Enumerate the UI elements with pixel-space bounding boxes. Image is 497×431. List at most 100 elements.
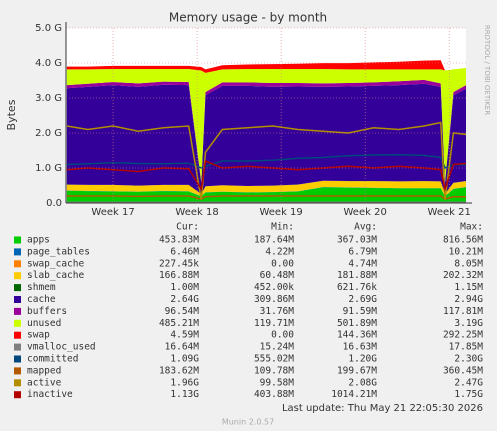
legend-entry: swap_cache: [27, 258, 84, 269]
table-cell: 501.89M: [337, 318, 377, 329]
legend-entry: unused: [27, 318, 61, 329]
table-cell: 403.88M: [254, 389, 294, 400]
table-cell: 360.45M: [443, 365, 483, 376]
table-cell: 96.54M: [165, 306, 200, 317]
table-cell: 10.21M: [449, 246, 484, 257]
legend-swatch: [14, 319, 21, 327]
area: [66, 67, 467, 183]
table-cell: 202.32M: [443, 270, 483, 281]
table-cell: 0.00: [271, 258, 294, 269]
y-tick-label: 2.0 G: [35, 128, 62, 139]
legend-entry: vmalloc_used: [27, 342, 96, 353]
table-cell: 2.47G: [454, 377, 483, 388]
table-cell: 117.81M: [443, 306, 483, 317]
footer: Munin 2.0.57: [222, 418, 274, 427]
table-cell: 1.75G: [454, 389, 483, 400]
table-cell: 31.76M: [260, 306, 295, 317]
table-cell: 292.25M: [443, 330, 483, 341]
table-cell: 119.71M: [254, 318, 294, 329]
table-cell: 8.05M: [454, 258, 483, 269]
legend-swatch: [14, 331, 21, 339]
x-tick-label: Week 18: [175, 207, 218, 218]
legend-swatch: [14, 236, 21, 244]
legend-swatch: [14, 355, 21, 363]
table-cell: 91.59M: [343, 306, 378, 317]
legend-entry: apps: [27, 235, 50, 246]
table-cell: 17.85M: [449, 342, 484, 353]
table-cell: 15.24M: [260, 342, 295, 353]
table-cell: 99.58M: [260, 377, 295, 388]
table-cell: 816.56M: [443, 235, 483, 246]
table-cell: 166.88M: [159, 270, 199, 281]
table-cell: 6.46M: [170, 246, 199, 257]
legend-swatch: [14, 367, 21, 375]
y-tick-label: 3.0 G: [35, 93, 62, 104]
table-cell: 452.00k: [254, 282, 294, 293]
legend-swatch: [14, 307, 21, 315]
line: [66, 153, 467, 169]
table-cell: 16.63M: [343, 342, 378, 353]
table-cell: 1.96G: [170, 377, 199, 388]
table-cell: 227.45k: [159, 258, 199, 269]
table-cell: 1.00M: [170, 282, 199, 293]
y-tick-label: 1.0 G: [35, 163, 62, 174]
legend-entry: slab_cache: [27, 270, 84, 281]
table-cell: 1.09G: [170, 354, 199, 365]
area: [66, 180, 467, 197]
table-cell: 6.79M: [348, 246, 377, 257]
table-cell: 2.64G: [170, 294, 199, 305]
side-text: RRDTOOL / TOBI OETIKER: [483, 25, 491, 115]
area: [66, 60, 467, 73]
table-cell: 144.36M: [337, 330, 377, 341]
x-tick-label: Week 21: [428, 207, 471, 218]
table-cell: 367.03M: [337, 235, 377, 246]
table-cell: 1.13G: [170, 389, 199, 400]
legend-swatch: [14, 260, 21, 268]
table-cell: 4.74M: [348, 258, 377, 269]
table-cell: 60.48M: [260, 270, 295, 281]
legend-entry: page_tables: [27, 246, 90, 257]
table-header: Avg:: [354, 222, 377, 233]
table-header: Cur:: [176, 222, 199, 233]
line: [66, 195, 466, 200]
table-cell: 485.21M: [159, 318, 199, 329]
table-cell: 555.02M: [254, 354, 294, 365]
line: [66, 159, 467, 192]
legend-swatch: [14, 343, 21, 351]
table-cell: 309.86M: [254, 294, 294, 305]
legend-entry: inactive: [27, 389, 73, 400]
table-cell: 183.62M: [159, 365, 199, 376]
table-cell: 2.08G: [348, 377, 377, 388]
table-cell: 109.78M: [254, 365, 294, 376]
table-cell: 2.94G: [454, 294, 483, 305]
table-cell: 0.00: [271, 330, 294, 341]
legend-swatch: [14, 296, 21, 303]
table-cell: 16.64M: [165, 342, 200, 353]
area: [66, 83, 467, 194]
legend-entry: active: [27, 377, 62, 388]
table-cell: 4.22M: [265, 246, 294, 257]
y-tick-label: 5.0 G: [35, 23, 62, 34]
legend-swatch: [14, 379, 21, 387]
legend-swatch: [14, 272, 21, 280]
last-update: Last update: Thu May 21 22:05:30 2026: [282, 403, 483, 414]
legend-swatch: [14, 248, 21, 256]
legend-swatch: [14, 391, 21, 399]
legend-entry: committed: [27, 354, 78, 365]
table-header: Max:: [460, 222, 483, 233]
table-cell: 4.59M: [170, 330, 199, 341]
chart-title: Memory usage - by month: [169, 11, 327, 25]
legend-swatch: [14, 284, 21, 292]
legend-entry: buffers: [27, 306, 67, 317]
table-cell: 2.30G: [454, 354, 483, 365]
area: [66, 187, 467, 203]
x-tick-label: Week 20: [344, 207, 387, 218]
table-cell: 1014.21M: [331, 389, 377, 400]
table-cell: 1.20G: [348, 354, 377, 365]
table-cell: 3.19G: [454, 318, 483, 329]
table-cell: 187.64M: [254, 235, 294, 246]
table-cell: 621.76k: [337, 282, 377, 293]
y-tick-label: 0.0: [46, 198, 62, 209]
